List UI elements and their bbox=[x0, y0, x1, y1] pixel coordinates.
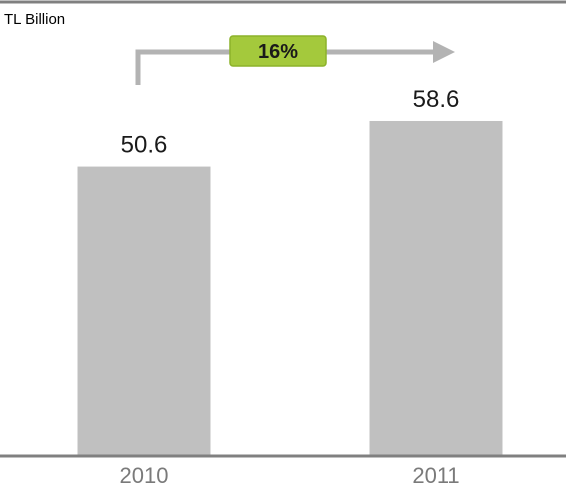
growth-arrowhead bbox=[433, 41, 455, 63]
bars-layer: 50.6 2010 58.6 2011 bbox=[77, 86, 503, 488]
category-label-2011: 2011 bbox=[412, 463, 459, 488]
category-label-2010: 2010 bbox=[120, 463, 169, 488]
growth-label: 16% bbox=[258, 41, 298, 63]
bar-2011 bbox=[369, 120, 503, 455]
unit-label: TL Billion bbox=[4, 11, 65, 28]
bar-2010 bbox=[77, 166, 211, 455]
growth-arrow: 16% bbox=[135, 35, 455, 85]
growth-badge bbox=[229, 35, 327, 67]
value-label-2011: 58.6 bbox=[413, 86, 460, 113]
value-label-2010: 50.6 bbox=[121, 132, 168, 159]
growth-arrow-line bbox=[135, 49, 436, 85]
